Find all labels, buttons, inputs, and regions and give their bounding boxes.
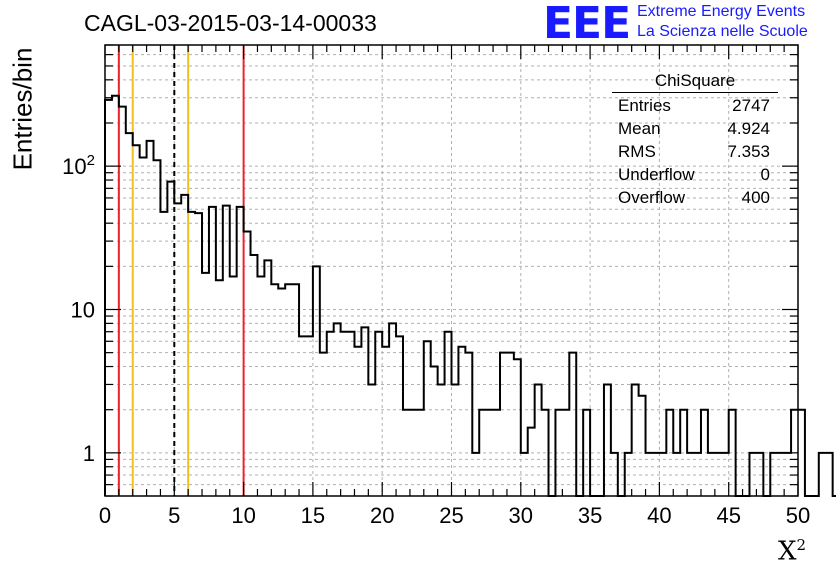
logo-line-1: Extreme Energy Events [637,3,806,20]
eee-logo: EEE [543,0,631,49]
x-tick-label: 5 [168,503,180,528]
stats-row-underflow: Underflow 0 [618,165,770,184]
x-tick-label: 40 [647,503,671,528]
x-tick-label: 0 [99,503,111,528]
stats-row-entries: Entries 2747 [618,96,770,115]
x-tick-label: 50 [786,503,810,528]
x-axis-label: X2 [777,536,806,567]
stats-row-overflow: Overflow 400 [618,188,770,207]
logo-line-2: La Scienza nelle Scuole [637,23,808,40]
x-tick-label: 20 [370,503,394,528]
x-tick-label: 25 [439,503,463,528]
stats-row-mean: Mean 4.924 [618,119,770,138]
grid [104,44,799,497]
histogram-step [104,94,836,497]
x-tick-label: 15 [301,503,325,528]
x-tick-label: 35 [578,503,602,528]
axis-ticks [104,44,799,497]
y-tick-label: 102 [62,152,95,179]
tick-labels: 0 5 10 15 20 25 30 35 40 45 50 1 10 102 [62,152,810,528]
stats-title: ChiSquare [612,69,778,93]
stats-box: ChiSquare Entries 2747 Mean 4.924 RMS 7.353… [612,69,778,209]
stats-row-rms: RMS 7.353 [618,142,770,161]
x-tick-label: 45 [716,503,740,528]
y-tick-label: 10 [71,297,95,322]
x-tick-label: 30 [509,503,533,528]
x-tick-label: 10 [231,503,255,528]
y-tick-label: 1 [83,441,95,466]
reference-lines [117,45,245,496]
chart-title: CAGL-03-2015-03-14-00033 [84,10,377,36]
